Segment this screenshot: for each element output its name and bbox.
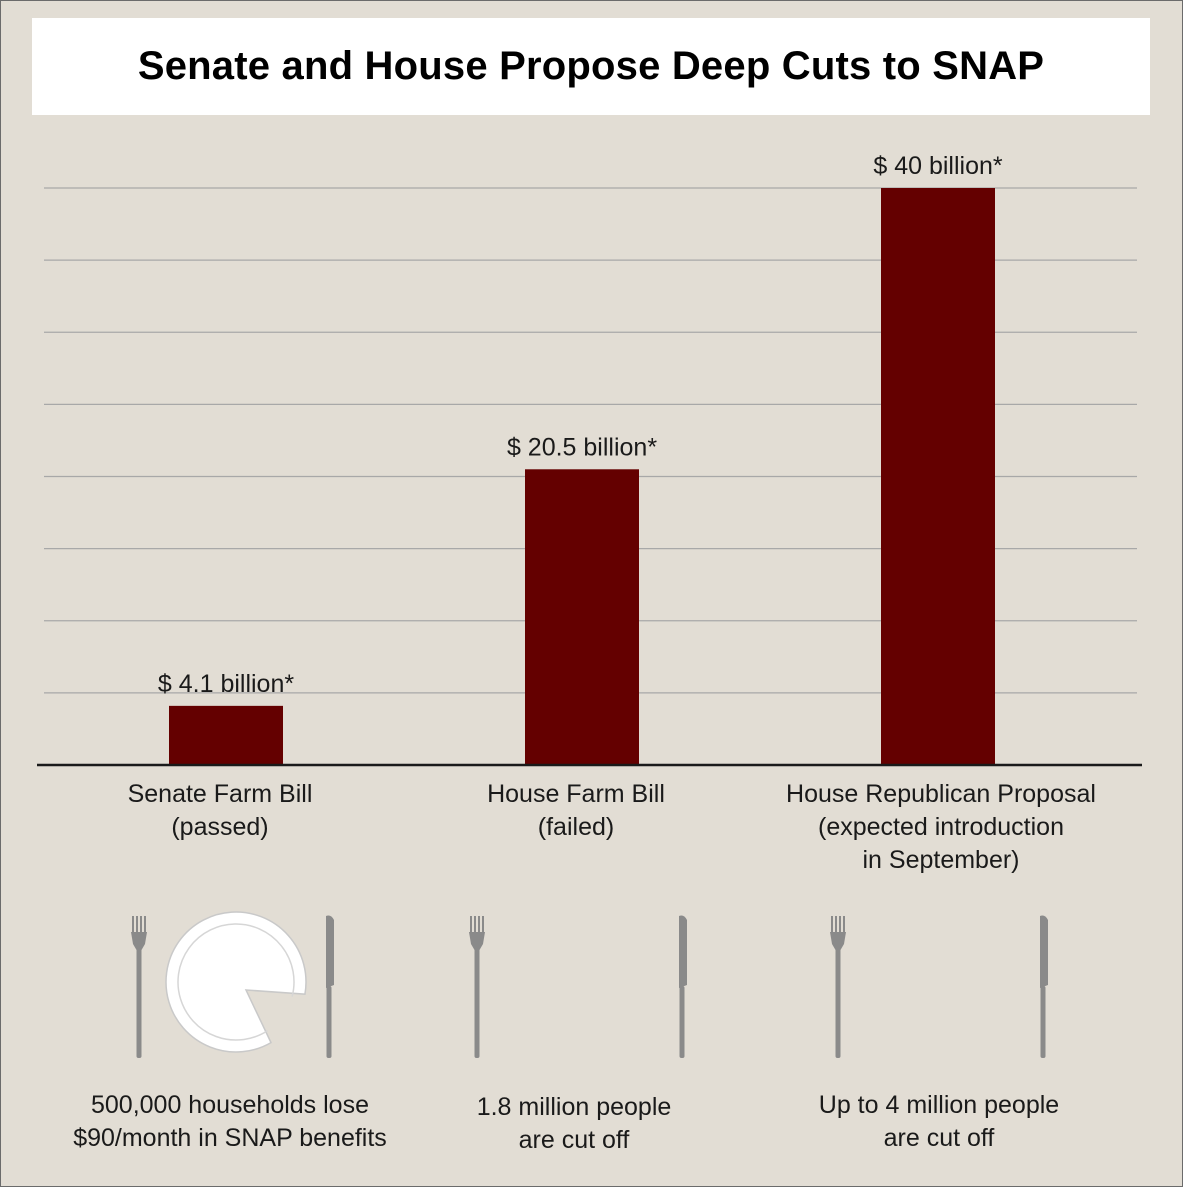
impact-caption-1: 1.8 million people are cut off bbox=[374, 1091, 774, 1157]
category-label-line: House Farm Bill bbox=[487, 780, 665, 808]
title-banner: Senate and House Propose Deep Cuts to SN… bbox=[32, 18, 1150, 115]
caption-line: $90/month in SNAP benefits bbox=[73, 1124, 387, 1152]
category-label-1: House Farm Bill (failed) bbox=[386, 778, 766, 844]
value-label-1: $ 20.5 billion* bbox=[507, 433, 657, 461]
fork-icon bbox=[131, 916, 147, 1058]
category-label-2: House Republican Proposal (expected intro… bbox=[751, 778, 1131, 877]
fork-icon bbox=[469, 916, 485, 1058]
category-label-line: in September) bbox=[862, 846, 1020, 874]
category-label-line: (passed) bbox=[171, 813, 269, 841]
caption-line: are cut off bbox=[883, 1124, 995, 1152]
bar-0 bbox=[169, 705, 283, 765]
impact-caption-2: Up to 4 million people are cut off bbox=[739, 1089, 1139, 1155]
value-label-0: $ 4.1 billion* bbox=[158, 670, 294, 698]
category-label-0: Senate Farm Bill (passed) bbox=[30, 778, 410, 844]
fork-icon bbox=[830, 916, 846, 1058]
caption-line: Up to 4 million people bbox=[818, 1091, 1060, 1119]
caption-line: are cut off bbox=[518, 1126, 630, 1154]
category-label-line: (failed) bbox=[537, 813, 615, 841]
category-label-line: Senate Farm Bill bbox=[127, 780, 313, 808]
category-label-line: House Republican Proposal bbox=[786, 780, 1096, 808]
plate-with-slice-missing-icon bbox=[165, 911, 307, 1053]
category-label-line: (expected introduction bbox=[818, 813, 1064, 841]
bar-2 bbox=[881, 188, 995, 765]
impact-caption-0: 500,000 households lose $90/month in SNAP… bbox=[30, 1089, 430, 1155]
chart-title: Senate and House Propose Deep Cuts to SN… bbox=[137, 44, 1045, 88]
value-label-2: $ 40 billion* bbox=[873, 152, 1003, 180]
caption-line: 1.8 million people bbox=[476, 1093, 672, 1121]
knife-icon bbox=[679, 915, 687, 1058]
knife-icon bbox=[326, 915, 334, 1058]
bar-1 bbox=[525, 469, 639, 765]
knife-icon bbox=[1040, 915, 1048, 1058]
caption-line: 500,000 households lose bbox=[90, 1091, 369, 1119]
